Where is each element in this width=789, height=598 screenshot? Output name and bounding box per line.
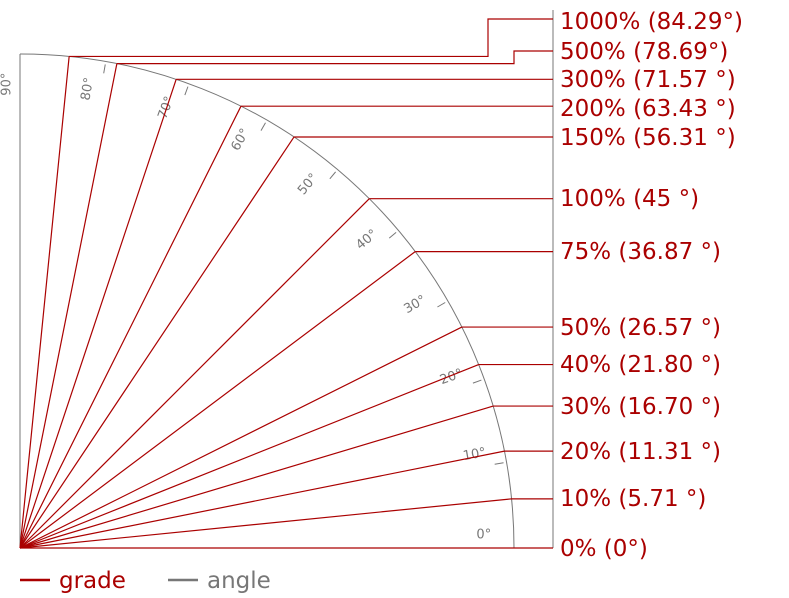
grade-label: 50% (26.57 °) xyxy=(560,315,721,341)
angle-tick-label: 40° xyxy=(353,227,380,253)
grade-label: 20% (11.31 °) xyxy=(560,439,721,465)
angle-tick-mark xyxy=(184,86,189,96)
grade-ray xyxy=(19,450,505,549)
legend-angle-label: angle xyxy=(207,568,271,594)
angle-tick-label: 30° xyxy=(401,293,428,318)
grade-label: 1000% (84.29°) xyxy=(560,9,743,35)
grade-label: 300% (71.57 °) xyxy=(560,67,736,93)
angle-tick-mark xyxy=(494,462,504,465)
angle-tick-mark xyxy=(472,379,482,384)
grade-ray xyxy=(19,136,295,549)
grade-leader-line xyxy=(69,18,553,58)
grade-ray xyxy=(19,363,479,549)
angle-scale: 0°10°20°30°40°50°60°70°80°90° xyxy=(0,10,554,549)
grade-label: 100% (45 °) xyxy=(560,186,699,212)
grade-ray xyxy=(19,56,70,549)
grade-ray xyxy=(19,326,463,549)
grade-ray xyxy=(19,79,177,549)
angle-tick-label: 0° xyxy=(476,528,491,543)
grade-ray xyxy=(19,405,494,549)
grade-ray xyxy=(19,198,370,549)
legend: grade angle xyxy=(20,568,271,594)
angle-tick-mark xyxy=(437,302,446,308)
grade-ray xyxy=(19,63,118,549)
grade-label: 40% (21.80 °) xyxy=(560,352,721,378)
grade-leader-line xyxy=(116,50,553,65)
angle-tick-label: 50° xyxy=(295,171,321,198)
angle-tick-label: 20° xyxy=(438,366,465,388)
legend-grade-label: grade xyxy=(59,568,126,594)
angle-tick-label: 10° xyxy=(462,445,487,464)
angle-tick-label: 60° xyxy=(228,126,253,153)
angle-tick-mark xyxy=(103,64,106,74)
angle-tick-mark xyxy=(388,232,397,239)
angle-tick-label: 90° xyxy=(0,73,15,96)
angle-tick-label: 80° xyxy=(78,76,97,101)
grade-ray xyxy=(19,498,512,549)
grade-lines: 0% (0°) 10% (5.71 °) 20% (11.31 °) 30% (16.… xyxy=(19,9,743,562)
grade-ray xyxy=(19,105,242,549)
grade-label: 10% (5.71 °) xyxy=(560,486,706,512)
grade-ray xyxy=(19,251,416,549)
grade-label: 75% (36.87 °) xyxy=(560,239,721,265)
grade-label: 200% (63.43 °) xyxy=(560,96,736,122)
grade-label: 150% (56.31 °) xyxy=(560,125,736,151)
angle-tick-mark xyxy=(329,171,336,180)
grade-label: 500% (78.69°) xyxy=(560,39,728,65)
grade-label: 0% (0°) xyxy=(560,536,648,562)
grade-label: 30% (16.70 °) xyxy=(560,394,721,420)
angle-tick-mark xyxy=(260,122,266,131)
